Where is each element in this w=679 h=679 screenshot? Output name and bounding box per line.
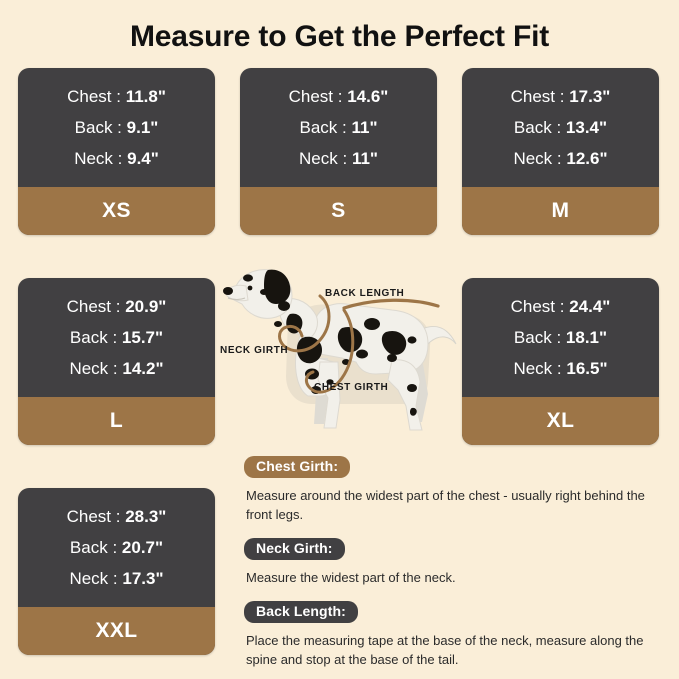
size-card-measures: Chest : 28.3" Back : 20.7" Neck : 17.3" [18,488,215,607]
neck-measure: Neck : 11" [299,149,378,169]
back-measure: Back : 18.1" [514,328,607,348]
size-band: S [240,187,437,235]
chest-measure: Chest : 17.3" [511,87,611,107]
back-length-diagram-label: BACK LENGTH [325,288,405,299]
neck-label: Neck : [69,358,118,378]
size-card-measures: Chest : 20.9" Back : 15.7" Neck : 14.2" [18,278,215,397]
back-label: Back : [74,117,122,137]
neck-label: Neck : [513,358,562,378]
back-label: Back : [513,327,562,347]
chest-label: Chest : [66,296,121,316]
chest-girth-description: Measure around the widest part of the ch… [246,488,645,522]
neck-girth-diagram-label: NECK GIRTH [220,345,289,356]
size-band: L [18,397,215,445]
back-value: 18.1" [565,327,608,347]
size-label: S [331,199,346,222]
size-band: XXL [18,607,215,655]
size-label: M [551,199,570,222]
back-measure: Back : 20.7" [70,538,163,558]
size-card-xs: Chest : 11.8" Back : 9.1" Neck : 9.4" XS [18,68,215,235]
neck-value: 14.2" [122,358,164,378]
size-band: M [462,187,659,235]
size-card-m: Chest : 17.3" Back : 13.4" Neck : 12.6" … [462,68,659,235]
neck-label: Neck : [74,148,123,168]
chest-label: Chest : [510,296,565,316]
back-label: Back : [513,117,562,137]
chest-value: 28.3" [125,506,167,526]
back-value: 9.1" [126,117,159,137]
neck-value: 16.5" [566,358,608,378]
back-measure: Back : 13.4" [514,118,607,138]
back-label: Back : [299,117,347,137]
size-label: XS [102,199,131,222]
size-label: XXL [95,619,138,642]
neck-measure: Neck : 12.6" [513,149,607,169]
chest-measure: Chest : 14.6" [289,87,389,107]
chest-value: 17.3" [569,86,611,106]
size-card-xl: Chest : 24.4" Back : 18.1" Neck : 16.5" … [462,278,659,445]
chest-value: 14.6" [347,86,389,106]
size-band: XS [18,187,215,235]
chest-value: 20.9" [125,296,167,316]
size-label: L [109,409,124,432]
size-card-l: Chest : 20.9" Back : 15.7" Neck : 14.2" … [18,278,215,445]
size-band: XL [462,397,659,445]
chest-label: Chest : [67,86,121,106]
back-value: 13.4" [565,117,608,137]
back-measure: Back : 9.1" [75,118,159,138]
size-card-measures: Chest : 11.8" Back : 9.1" Neck : 9.4" [18,68,215,187]
page-title: Measure to Get the Perfect Fit [129,20,550,53]
back-measure: Back : 15.7" [70,328,163,348]
chest-label: Chest : [288,86,343,106]
neck-value: 17.3" [122,568,164,588]
neck-label: Neck : [299,148,348,168]
chest-label: Chest : [510,86,565,106]
size-card-measures: Chest : 24.4" Back : 18.1" Neck : 16.5" [462,278,659,397]
back-length-badge: Back Length: [244,601,358,623]
neck-measure: Neck : 14.2" [69,359,163,379]
neck-girth-description: Measure the widest part of the neck. [246,570,456,585]
neck-measure: Neck : 17.3" [69,569,163,589]
chest-value: 24.4" [569,296,611,316]
neck-measure: Neck : 9.4" [74,149,159,169]
neck-measure: Neck : 16.5" [513,359,607,379]
back-measure: Back : 11" [299,118,377,138]
neck-value: 11" [351,148,378,168]
size-card-xxl: Chest : 28.3" Back : 20.7" Neck : 17.3" … [18,488,215,655]
instruction-chest-girth: Chest Girth: Measure around the widest p… [244,456,664,524]
neck-label: Neck : [513,148,562,168]
dog-measurement-diagram: BACK LENGTH NECK GIRTH CHEST GIRTH [216,262,464,448]
instruction-back-length: Back Length: Place the measuring tape at… [244,601,664,669]
size-label: XL [546,409,575,432]
neck-label: Neck : [69,568,118,588]
back-value: 11" [351,117,378,137]
chest-measure: Chest : 11.8" [67,87,166,107]
chest-measure: Chest : 20.9" [67,297,167,317]
chest-girth-diagram-label: CHEST GIRTH [314,382,389,393]
neck-value: 9.4" [127,148,159,168]
chest-measure: Chest : 24.4" [511,297,611,317]
back-value: 20.7" [121,537,164,557]
instruction-neck-girth: Neck Girth: Measure the widest part of t… [244,538,664,587]
back-length-description: Place the measuring tape at the base of … [246,633,644,667]
measuring-instructions: Chest Girth: Measure around the widest p… [244,456,664,669]
neck-value: 12.6" [566,148,608,168]
back-label: Back : [69,327,118,347]
size-card-measures: Chest : 17.3" Back : 13.4" Neck : 12.6" [462,68,659,187]
chest-girth-badge: Chest Girth: [244,456,351,478]
back-label: Back : [69,537,118,557]
dalmatian-dog-icon [223,269,457,431]
chest-value: 11.8" [125,86,166,106]
neck-girth-badge: Neck Girth: [244,538,345,560]
chest-label: Chest : [66,506,121,526]
size-card-s: Chest : 14.6" Back : 11" Neck : 11" S [240,68,437,235]
size-card-measures: Chest : 14.6" Back : 11" Neck : 11" [240,68,437,187]
chest-measure: Chest : 28.3" [67,507,167,527]
back-value: 15.7" [121,327,164,347]
